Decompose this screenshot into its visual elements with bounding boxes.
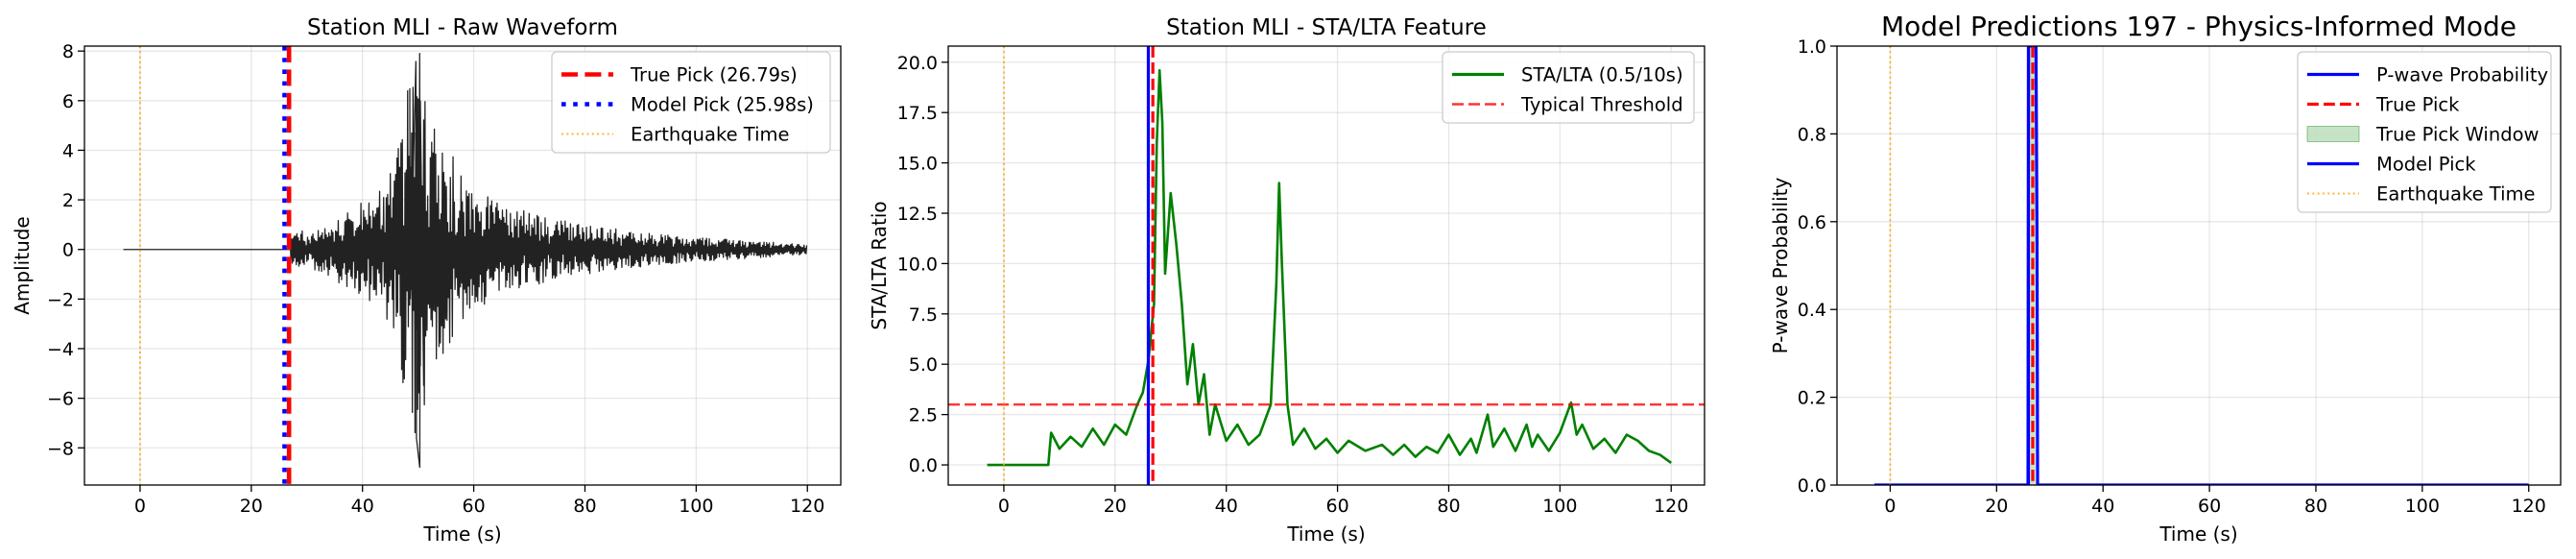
legend-label: Earthquake Time [631,124,790,146]
x-tick-label: 20 [1985,496,2008,517]
legend-box [1442,51,1695,124]
y-tick-label: −6 [47,389,74,410]
waveform-line [123,52,808,434]
waveform-spikes [409,61,425,469]
x-tick-label: 20 [240,496,263,517]
plot-area [948,46,1705,485]
legend-label: True Pick Window [2375,124,2540,146]
x-tick-label: 80 [2304,496,2327,517]
plot-area [1873,46,2529,485]
y-tick-label: −2 [47,289,74,310]
x-tick-label: 100 [1542,496,1577,517]
y-axis-label: Amplitude [11,216,34,315]
legend: True Pick (26.79s) Model Pick (25.98s) Ear… [551,51,831,154]
x-tick-label: 0 [134,496,146,517]
x-tick-label: 120 [1654,496,1688,517]
x-tick-label: 0 [998,496,1010,517]
y-tick-label: 4 [62,140,74,161]
x-tick-label: 60 [462,496,485,517]
x-tick-label: 80 [573,496,596,517]
x-axis-label: Time (s) [2159,523,2237,546]
y-tick-label: 0.0 [909,455,938,476]
legend-swatch [2306,126,2360,142]
legend-label: True Pick (26.79s) [630,64,798,86]
chart-title: Station MLI - STA/LTA Feature [1166,15,1487,40]
y-tick-label: 0.6 [1798,212,1826,233]
legend-label: STA/LTA (0.5/10s) [1521,64,1683,86]
x-tick-label: 120 [790,496,824,517]
x-tick-label: 40 [351,496,374,517]
y-tick-label: 7.5 [909,304,938,326]
y-axis-label: STA/LTA Ratio [868,201,891,329]
y-tick-label: 20.0 [897,53,938,74]
y-tick-label: −8 [47,438,74,459]
x-tick-label: 40 [1215,496,1238,517]
x-tick-label: 0 [1884,496,1896,517]
y-tick-label: 10.0 [897,254,938,275]
y-tick-label: 0 [62,240,74,261]
legend-box [551,51,831,154]
axes-frame [947,45,1705,486]
y-tick-label: −4 [47,339,74,360]
x-tick-label: 20 [1104,496,1127,517]
legend-label: Typical Threshold [1520,94,1683,116]
chart-title: Station MLI - Raw Waveform [307,15,618,40]
y-tick-label: 8 [62,41,74,62]
legend-label: Earthquake Time [2376,183,2536,206]
legend-label: Model Pick (25.98s) [631,94,814,116]
y-axis-label: P-wave Probability [1769,178,1792,354]
model-predictions-panel: 0 20 40 60 80 100 120 0.0 0.2 0.4 0.6 0.8 1.0 Model P… [1769,11,2562,546]
y-tick-label: 2 [62,190,74,211]
x-tick-label: 100 [2405,496,2440,517]
y-tick-label: 0.0 [1798,475,1826,497]
chart-title: Model Predictions 197 - Physics-Informed… [1881,11,2516,42]
raw-waveform-panel: 0 20 40 60 80 100 120 −8 −6 −4 −2 0 2 4 6 8 Station MLI … [11,15,842,546]
y-tick-label: 6 [62,91,74,112]
legend-label: Model Pick [2376,154,2476,176]
legend-label: P-wave Probability [2376,64,2548,86]
sta-lta-panel: 0 20 40 60 80 100 120 0.0 2.5 5.0 7.5 10.0 12.5 15.0 1… [868,15,1705,546]
legend-box [2297,51,2552,213]
legend-label: True Pick [2375,94,2460,116]
y-tick-label: 5.0 [909,354,938,376]
x-tick-label: 60 [1325,496,1348,517]
y-tick-label: 0.2 [1798,388,1826,409]
x-axis-label: Time (s) [422,523,501,546]
y-tick-label: 15.0 [897,154,938,175]
y-tick-label: 2.5 [909,405,938,426]
y-tick-label: 17.5 [897,103,938,124]
legend: P-wave Probability True Pick True Pick Win… [2297,51,2552,213]
axes-frame [1836,45,2562,486]
axes-frame [83,45,842,486]
x-axis-label: Time (s) [1286,523,1365,546]
x-tick-label: 80 [1437,496,1460,517]
x-tick-label: 60 [2198,496,2221,517]
plot-area [123,46,808,485]
legend: STA/LTA (0.5/10s) Typical Threshold [1442,51,1695,124]
x-tick-label: 100 [679,496,713,517]
x-tick-label: 120 [2512,496,2546,517]
y-tick-label: 0.8 [1798,124,1826,145]
y-tick-label: 12.5 [897,204,938,225]
x-tick-label: 40 [2091,496,2114,517]
y-tick-label: 0.4 [1798,300,1826,321]
y-tick-label: 1.0 [1798,36,1826,58]
